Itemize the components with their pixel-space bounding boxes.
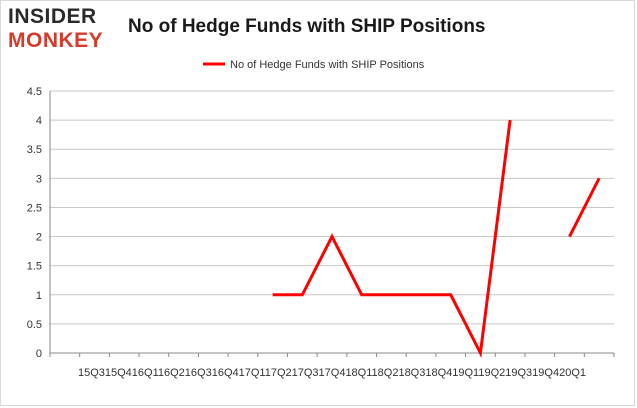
- grid-lines: [50, 90, 614, 354]
- axes: [49, 91, 615, 357]
- y-tick-label-8: 4: [36, 115, 42, 127]
- y-tick-label-0: 0: [36, 348, 42, 360]
- y-tick-label-7: 3.5: [27, 144, 42, 156]
- legend: No of Hedge Funds with SHIP Positions: [203, 59, 425, 71]
- y-axis-ticks: 0 0.5 1 1.5 2 2.5 3 3.5 4 4.5: [27, 86, 42, 360]
- series-group: [272, 119, 601, 359]
- y-tick-label-1: 0.5: [27, 319, 42, 331]
- series-line-0-segment-2: [568, 177, 601, 238]
- y-tick-label-9: 4.5: [27, 86, 42, 98]
- chart-title: No of Hedge Funds with SHIP Positions: [128, 16, 486, 37]
- logo-bottom-text: MONKEY: [8, 29, 104, 52]
- y-tick-label-6: 3: [36, 173, 42, 185]
- series-line-0-segment-1: [272, 119, 512, 359]
- logo-top-text: INSIDER: [8, 5, 97, 28]
- x-axis-tick-labels: 15Q315Q416Q116Q216Q316Q417Q117Q217Q317Q4…: [78, 367, 586, 379]
- y-tick-label-4: 2: [36, 232, 42, 244]
- insider-monkey-logo: INSIDER MONKEY: [8, 6, 120, 54]
- legend-label: No of Hedge Funds with SHIP Positions: [230, 59, 425, 71]
- y-tick-label-2: 1: [36, 290, 42, 302]
- y-tick-label-5: 2.5: [27, 202, 42, 214]
- y-tick-label-3: 1.5: [27, 261, 42, 273]
